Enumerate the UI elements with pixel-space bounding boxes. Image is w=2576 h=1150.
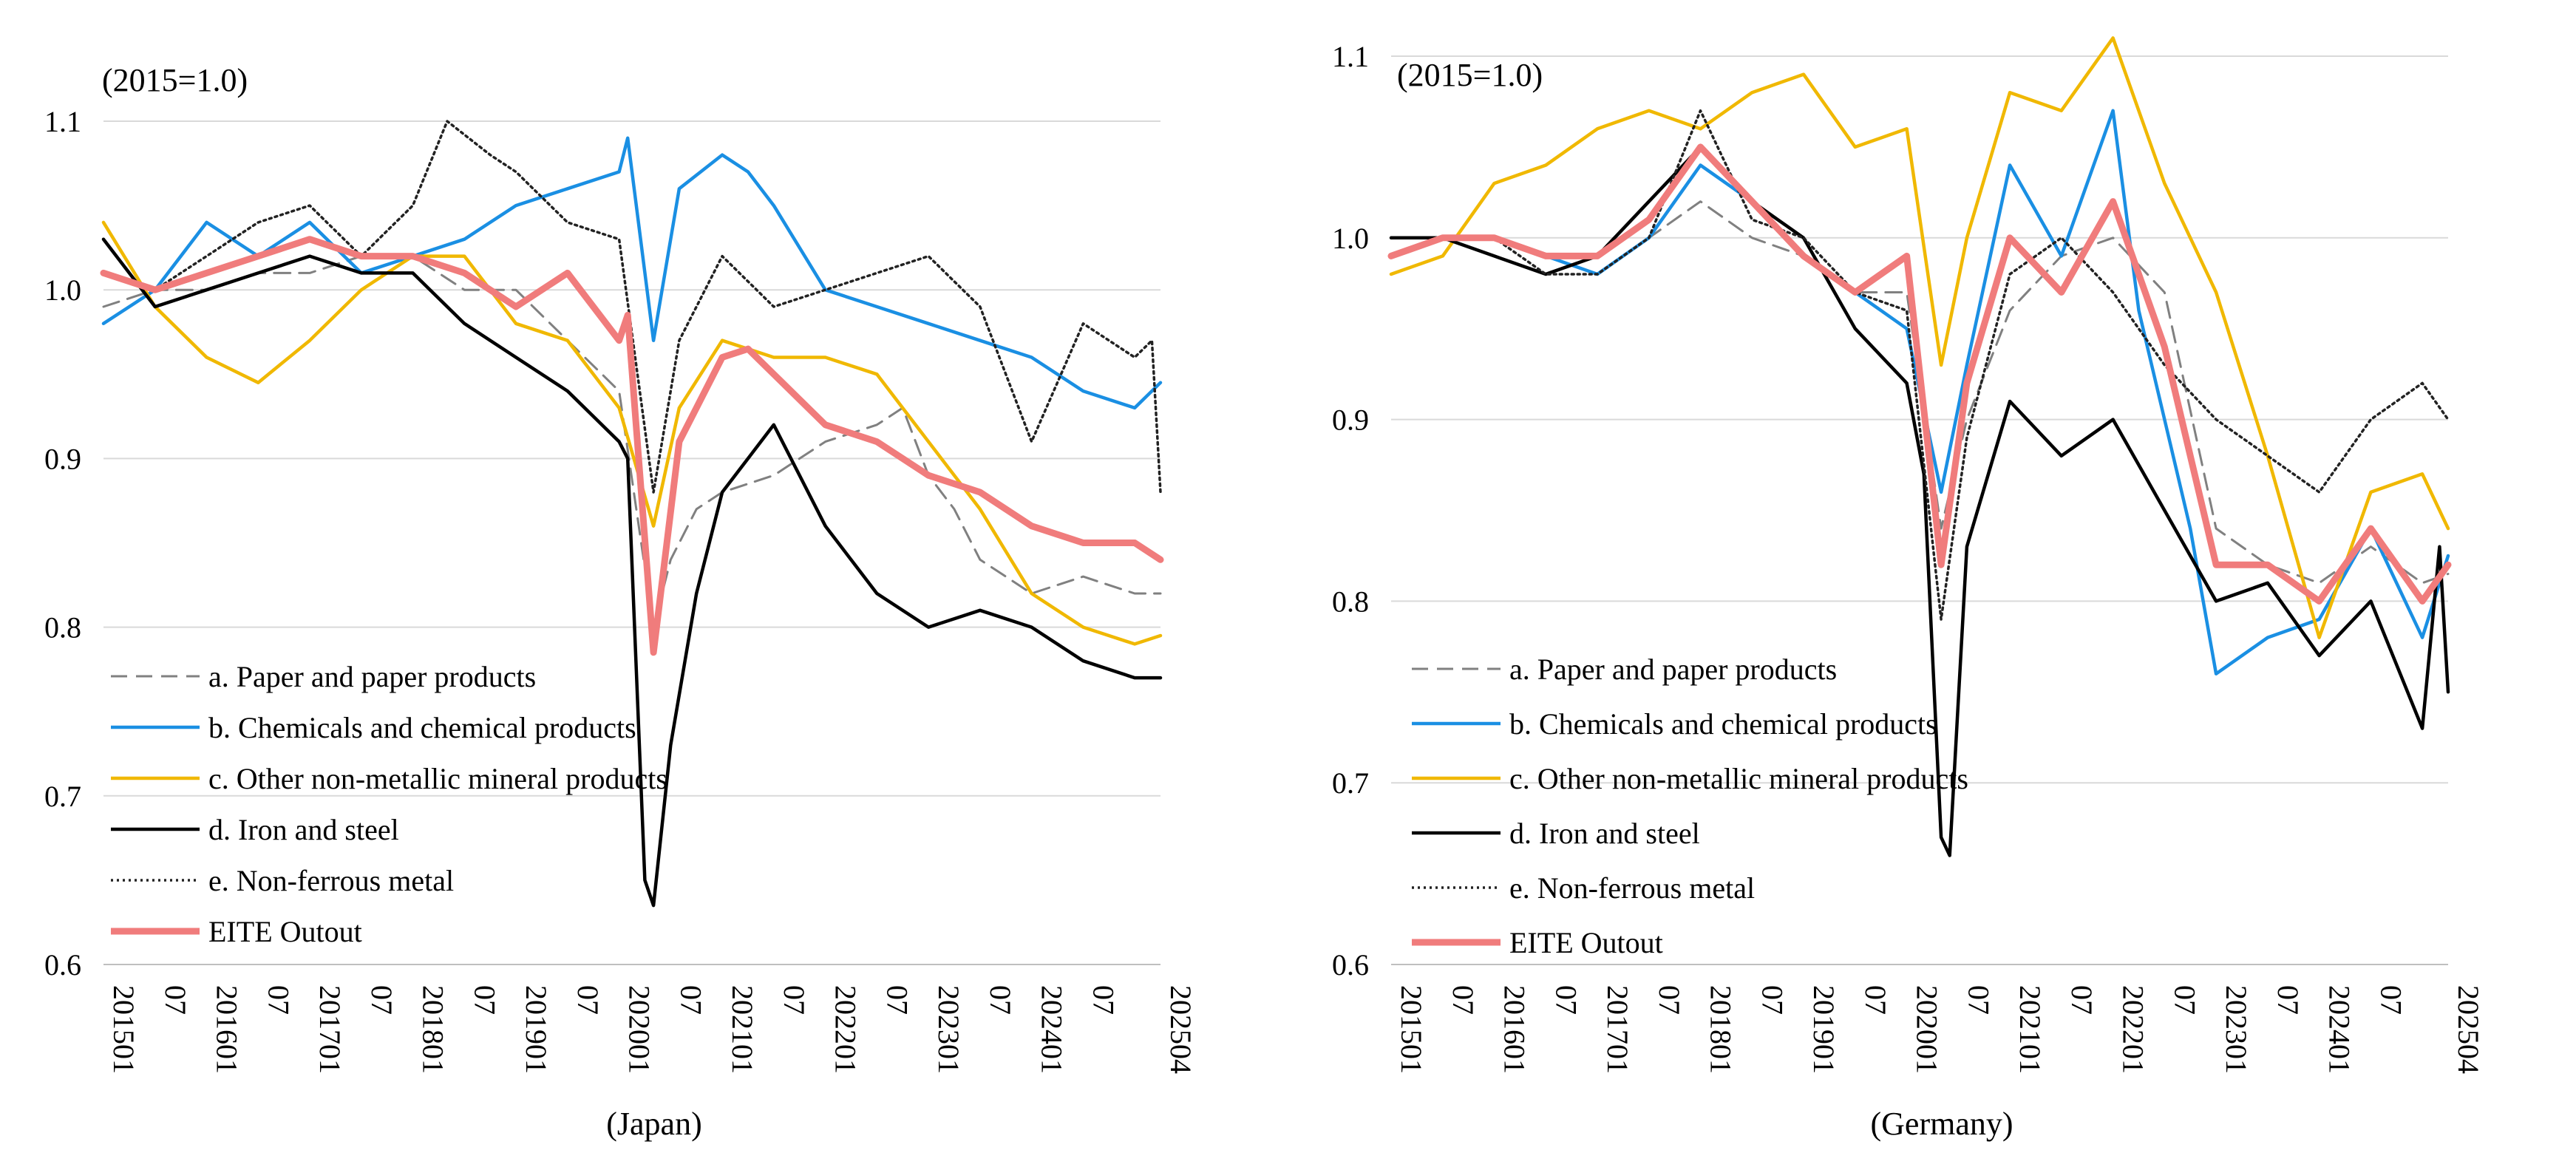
series-line (1389, 109, 2450, 676)
series-line (100, 236, 1164, 656)
x-tick-label: 07 (1447, 985, 1480, 1015)
x-tick-label: 07 (778, 985, 811, 1015)
legend: a. Paper and paper products b. Chemicals … (111, 660, 667, 948)
x-tick-label: 201801 (417, 985, 450, 1074)
y-tick-label: 0.9 (1332, 404, 1369, 437)
x-tick-label: 201901 (520, 985, 553, 1074)
x-tick-label: 07 (2374, 985, 2407, 1015)
x-tick-label: 07 (468, 985, 501, 1015)
base-year-note: (2015=1.0) (1397, 57, 1543, 93)
y-tick-label: 0.6 (1332, 948, 1369, 981)
x-tick-label: 201701 (1601, 985, 1634, 1074)
y-axis: 0.6 0.7 0.8 0.9 1.0 1.1 (44, 105, 81, 981)
series-line (101, 237, 1163, 908)
y-tick-label: 0.8 (1332, 585, 1369, 618)
x-tick-label: 202401 (1036, 985, 1069, 1074)
legend-label: a. Paper and paper products (208, 660, 536, 693)
legend-label: EITE Outout (1509, 926, 1663, 959)
y-tick-label: 0.8 (44, 611, 81, 644)
legend: a. Paper and paper products b. Chemicals … (1412, 653, 1968, 959)
legend-label: b. Chemicals and chemical products (208, 711, 636, 744)
x-tick-label: 07 (674, 985, 707, 1015)
legend-label: b. Chemicals and chemical products (1509, 707, 1937, 741)
legend-label: d. Iron and steel (208, 813, 399, 846)
x-tick-label: 202504 (1164, 985, 1197, 1074)
x-tick-label: 201501 (107, 985, 140, 1074)
base-year-note: (2015=1.0) (102, 62, 248, 98)
x-tick-label: 202201 (829, 985, 863, 1074)
series-line (101, 136, 1163, 410)
legend-label: d. Iron and steel (1509, 817, 1700, 850)
y-axis: 0.6 0.7 0.8 0.9 1.0 1.1 (1332, 40, 1369, 981)
x-axis: 201501 07 201601 07 201701 07 201801 07 201901 07… (1391, 964, 2485, 1074)
x-tick-label: 07 (1549, 985, 1583, 1015)
x-tick-label: 201501 (1395, 985, 1428, 1074)
x-tick-label: 07 (1962, 985, 1995, 1015)
x-tick-label: 202001 (623, 985, 656, 1074)
x-tick-label: 07 (262, 985, 295, 1015)
legend-label: e. Non-ferrous metal (1509, 871, 1755, 905)
x-tick-label: 202101 (2013, 985, 2047, 1074)
x-tick-label: 202301 (2220, 985, 2253, 1074)
x-tick-label: 202401 (2323, 985, 2356, 1074)
series-line (1387, 143, 2452, 605)
x-tick-label: 201601 (211, 985, 244, 1074)
y-tick-label: 0.9 (44, 442, 81, 475)
legend-label: c. Other non-metallic mineral products (208, 762, 667, 795)
x-tick-label: 202001 (1911, 985, 1944, 1074)
x-tick-label: 07 (2168, 985, 2201, 1015)
x-tick-label: 07 (984, 985, 1017, 1015)
x-tick-label: 201701 (313, 985, 347, 1074)
x-tick-label: 202201 (2117, 985, 2150, 1074)
series-line (102, 255, 1162, 629)
x-tick-label: 202504 (2452, 985, 2485, 1074)
chart-germany: 0.6 0.7 0.8 0.9 1.0 1.1 201501 07 201601 07 201701… (1332, 36, 2485, 1142)
x-tick-label: 07 (2065, 985, 2098, 1015)
x-tick-label: 07 (1087, 985, 1120, 1015)
series-line (1390, 200, 2450, 585)
series-lines (1387, 36, 2452, 857)
x-tick-label: 201901 (1807, 985, 1841, 1074)
x-tick-label: 201801 (1705, 985, 1738, 1074)
series-line (102, 120, 1162, 494)
y-tick-label: 0.7 (1332, 766, 1369, 800)
x-axis: 201501 07 201601 07 201701 07 201801 07 201901 07… (103, 964, 1197, 1074)
legend-label: e. Non-ferrous metal (208, 864, 454, 897)
series-line (101, 220, 1163, 646)
x-tick-label: 07 (1756, 985, 1789, 1015)
x-tick-label: 07 (365, 985, 398, 1015)
x-tick-label: 07 (1859, 985, 1892, 1015)
series-lines (100, 120, 1164, 908)
x-tick-label: 07 (571, 985, 605, 1015)
y-tick-label: 1.1 (1332, 40, 1369, 73)
x-tick-label: 07 (880, 985, 914, 1015)
legend-label: a. Paper and paper products (1509, 653, 1837, 686)
legend-label: EITE Outout (208, 915, 362, 948)
series-line (1389, 36, 2450, 639)
panel-caption: (Japan) (606, 1106, 702, 1142)
x-tick-label: 202301 (932, 985, 965, 1074)
chart-japan: 0.6 0.7 0.8 0.9 1.0 1.1 201501 07 201601 07 201701… (44, 62, 1197, 1142)
series-line (1390, 109, 2450, 621)
x-tick-label: 202101 (726, 985, 759, 1074)
x-tick-label: 07 (2271, 985, 2305, 1015)
x-tick-label: 07 (159, 985, 192, 1015)
y-tick-label: 1.0 (1332, 222, 1369, 255)
x-tick-label: 201601 (1498, 985, 1532, 1074)
legend-label: c. Other non-metallic mineral products (1509, 762, 1968, 795)
x-tick-label: 07 (1653, 985, 1686, 1015)
y-tick-label: 1.0 (44, 273, 81, 307)
y-tick-label: 1.1 (44, 105, 81, 138)
y-tick-label: 0.7 (44, 780, 81, 813)
y-tick-label: 0.6 (44, 948, 81, 981)
panel-caption: (Germany) (1870, 1106, 2013, 1142)
